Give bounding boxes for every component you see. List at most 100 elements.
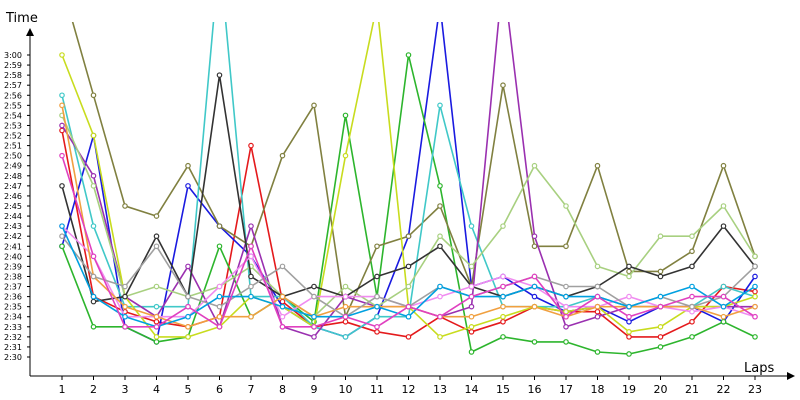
y-tick-label: 2:51 — [4, 142, 22, 151]
x-axis-arrow — [787, 372, 795, 380]
y-tick-label: 2:31 — [4, 343, 22, 352]
data-point — [153, 339, 160, 345]
data-point — [248, 142, 254, 149]
data-point — [248, 243, 254, 250]
data-point — [248, 283, 254, 290]
data-point — [720, 303, 727, 310]
data-point — [59, 52, 65, 58]
data-point — [563, 339, 569, 345]
data-point — [185, 293, 191, 300]
series-4 — [71, 22, 758, 320]
y-tick-label: 2:30 — [4, 353, 22, 362]
x-tick-label: 17 — [559, 383, 573, 396]
data-point — [500, 313, 506, 320]
series-14 — [59, 152, 758, 330]
data-point — [153, 213, 160, 219]
data-point — [437, 183, 443, 189]
data-point — [248, 253, 254, 260]
data-point — [468, 223, 475, 229]
data-point — [689, 248, 695, 255]
data-point — [59, 102, 65, 109]
data-point — [657, 293, 664, 300]
data-point — [90, 132, 97, 139]
data-point — [185, 334, 191, 340]
y-tick-label: 2:32 — [4, 333, 22, 342]
data-point — [311, 283, 317, 290]
data-point — [405, 283, 412, 290]
data-point — [90, 92, 97, 99]
series-9 — [59, 72, 758, 305]
data-point — [90, 223, 97, 229]
data-point — [689, 318, 695, 325]
data-point — [563, 323, 569, 330]
data-point — [563, 243, 569, 250]
data-point — [437, 283, 443, 290]
data-point — [153, 233, 160, 240]
data-point — [405, 313, 412, 320]
data-point — [500, 334, 506, 340]
data-point — [500, 223, 506, 229]
data-point — [342, 303, 349, 310]
y-tick-label: 2:56 — [4, 91, 22, 100]
y-axis-title: Time — [5, 11, 38, 26]
data-point — [374, 273, 380, 280]
data-point — [626, 318, 632, 325]
data-point — [720, 283, 727, 290]
data-point — [563, 203, 569, 209]
data-point — [185, 303, 191, 310]
data-point — [342, 283, 349, 290]
x-tick-label: 11 — [370, 383, 384, 396]
data-point — [153, 283, 160, 290]
y-tick-label: 2:41 — [4, 242, 22, 251]
data-point — [752, 263, 758, 270]
data-point — [720, 318, 727, 325]
data-point — [216, 72, 223, 78]
series-11 — [59, 102, 758, 330]
data-point — [90, 183, 97, 189]
data-point — [531, 162, 538, 169]
data-point — [342, 313, 349, 320]
data-point — [279, 323, 286, 330]
data-point — [594, 308, 601, 315]
data-point — [153, 313, 160, 320]
x-tick-label: 10 — [339, 383, 353, 396]
y-tick-label: 2:35 — [4, 303, 22, 312]
x-tick-label: 22 — [717, 383, 731, 396]
x-tick-labels: 1 2 3 4 5 6 7 8 9 10 11 12 13 14 15 16 17 18 19 20 21 22 23 — [59, 376, 762, 396]
data-point — [531, 339, 538, 345]
data-point — [342, 152, 349, 159]
data-point — [752, 288, 758, 295]
data-point — [500, 293, 506, 300]
data-point — [185, 313, 191, 320]
data-point — [153, 334, 160, 340]
data-point — [122, 323, 128, 330]
data-point — [437, 313, 443, 320]
data-point — [216, 283, 223, 290]
data-point — [657, 268, 664, 275]
data-point — [563, 313, 569, 320]
data-point — [720, 293, 727, 300]
data-point — [626, 329, 632, 335]
x-tick-label: 7 — [248, 383, 255, 396]
y-tick-label: 2:33 — [4, 323, 22, 332]
x-tick-label: 5 — [185, 383, 192, 396]
data-point — [59, 183, 65, 189]
data-point — [626, 273, 632, 280]
data-point — [311, 313, 317, 320]
data-point — [563, 308, 569, 315]
x-tick-label: 23 — [748, 383, 762, 396]
data-point — [248, 223, 254, 229]
data-point — [59, 122, 65, 129]
y-tick-label: 2:55 — [4, 101, 22, 110]
data-point — [657, 334, 664, 340]
data-point — [437, 293, 443, 300]
data-point — [626, 303, 632, 310]
data-point — [720, 313, 727, 320]
data-point — [90, 298, 97, 305]
data-point — [437, 102, 443, 109]
data-point — [468, 303, 475, 310]
data-point — [657, 233, 664, 240]
x-tick-label: 20 — [654, 383, 668, 396]
data-point — [279, 263, 286, 270]
